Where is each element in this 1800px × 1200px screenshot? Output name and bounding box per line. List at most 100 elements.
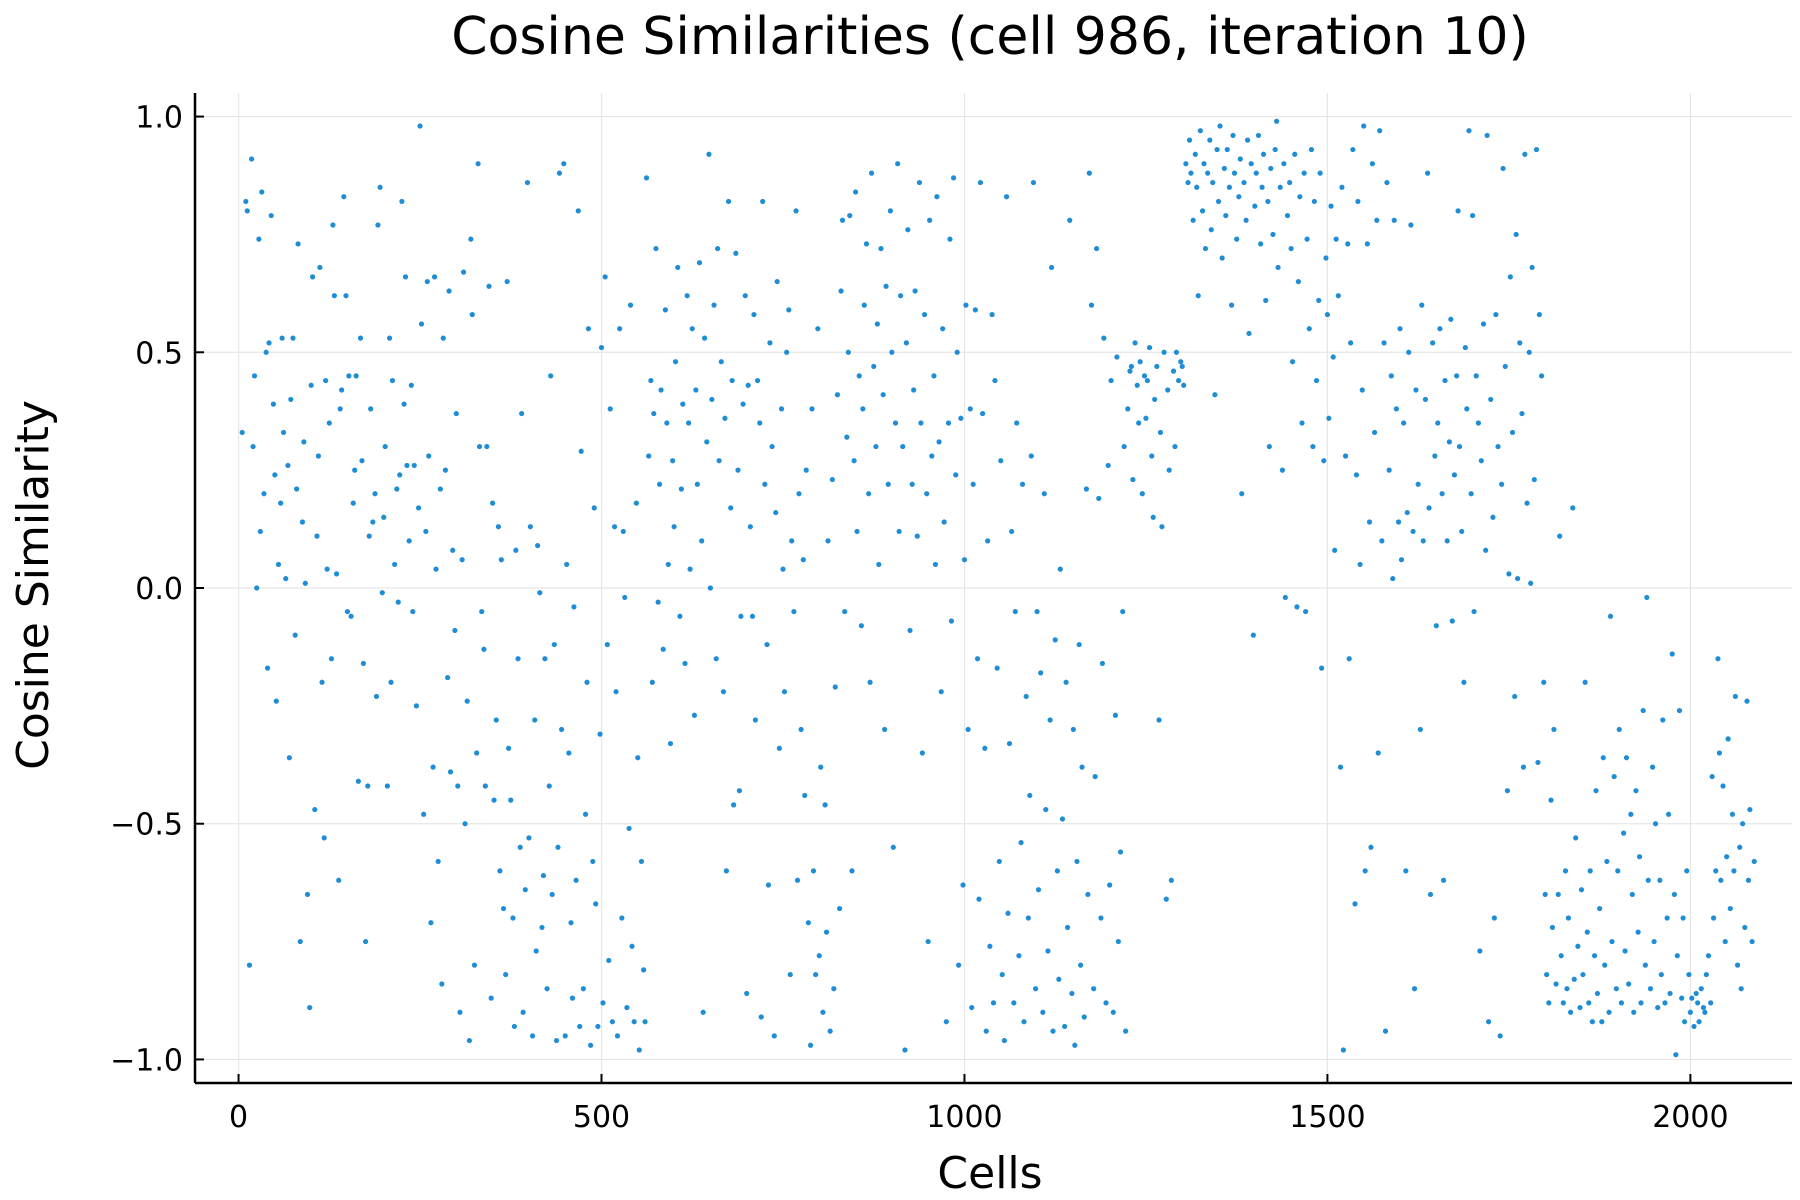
data-point [1430, 340, 1436, 346]
data-point [1442, 377, 1448, 384]
data-point [1393, 406, 1399, 412]
data-point [328, 656, 335, 662]
data-point [442, 467, 449, 473]
data-point [562, 1033, 568, 1039]
data-point [1125, 406, 1131, 412]
data-point [633, 500, 639, 506]
data-point [613, 689, 619, 695]
data-point [1538, 373, 1545, 379]
data-point [515, 656, 521, 662]
data-point [399, 198, 405, 205]
data-point [440, 335, 446, 341]
data-point [1718, 877, 1724, 883]
data-point [1403, 868, 1409, 874]
data-point [1183, 161, 1189, 167]
data-point [1454, 373, 1460, 379]
data-point [1631, 1009, 1637, 1015]
data-point [643, 175, 650, 181]
data-point [431, 274, 438, 280]
x-tick-label: 500 [573, 1100, 630, 1135]
data-point [1546, 1000, 1552, 1006]
data-point [1751, 858, 1757, 865]
data-point [1346, 656, 1352, 662]
data-point [1734, 962, 1741, 968]
data-point [844, 434, 850, 440]
data-point [1404, 509, 1410, 516]
data-point [729, 377, 735, 384]
data-point [989, 311, 995, 318]
data-point [588, 1042, 594, 1048]
data-point [1364, 241, 1370, 247]
data-point [1085, 891, 1091, 898]
data-point [1390, 575, 1396, 582]
x-axis-ticks: 0 500 1000 1500 2000 [229, 1074, 1729, 1135]
data-point [1490, 514, 1496, 520]
data-point [1359, 387, 1365, 393]
data-point [1544, 971, 1550, 978]
data-point [519, 410, 525, 417]
data-point [1680, 915, 1686, 921]
data-point [1048, 264, 1055, 271]
data-point [1355, 198, 1361, 205]
data-point [684, 293, 690, 299]
data-point [969, 1004, 975, 1011]
data-point [1268, 165, 1274, 172]
data-point [469, 311, 475, 318]
data-point [1263, 297, 1269, 304]
data-point [1340, 1047, 1346, 1053]
data-point [1092, 773, 1098, 780]
data-point [1144, 377, 1150, 384]
data-point [1362, 868, 1368, 874]
data-point [1258, 241, 1264, 247]
data-point [1194, 184, 1200, 190]
data-point [1197, 128, 1203, 134]
data-point [839, 217, 846, 223]
data-point [718, 359, 724, 365]
data-point [1170, 368, 1177, 374]
data-point [776, 745, 782, 751]
data-point [1179, 363, 1185, 370]
data-point [315, 453, 322, 459]
data-point [696, 260, 703, 266]
data-point [1531, 476, 1537, 483]
data-point [1745, 877, 1752, 883]
data-point [513, 547, 519, 553]
data-point [1374, 217, 1380, 223]
data-point [883, 283, 889, 289]
data-point [902, 1047, 908, 1053]
data-point [936, 439, 942, 445]
data-point [424, 278, 430, 285]
data-point [1098, 915, 1104, 921]
data-point [1212, 392, 1218, 398]
data-point [256, 236, 262, 242]
data-point [1139, 491, 1145, 497]
data-point [1696, 1019, 1702, 1025]
data-point [283, 575, 289, 582]
data-point [1484, 132, 1490, 139]
data-point [1185, 179, 1191, 186]
data-point [362, 938, 369, 945]
data-point [1413, 387, 1419, 393]
data-point [1629, 891, 1635, 898]
data-point [251, 373, 258, 379]
data-point [1522, 151, 1528, 157]
data-point [1674, 953, 1680, 959]
data-point [873, 443, 879, 450]
data-point [796, 491, 802, 497]
data-point [736, 788, 743, 794]
data-point [418, 321, 425, 327]
data-point [517, 844, 523, 850]
data-point [1461, 679, 1467, 685]
data-point [611, 524, 618, 530]
data-point [985, 538, 991, 544]
data-point [1146, 344, 1153, 351]
data-point [522, 887, 528, 893]
data-point [1722, 938, 1728, 945]
data-point [1311, 198, 1317, 205]
data-point [980, 410, 986, 417]
data-point [1121, 443, 1127, 450]
data-point [1168, 877, 1174, 883]
data-point [680, 401, 686, 407]
data-point [1337, 764, 1344, 770]
data-point [304, 891, 311, 898]
